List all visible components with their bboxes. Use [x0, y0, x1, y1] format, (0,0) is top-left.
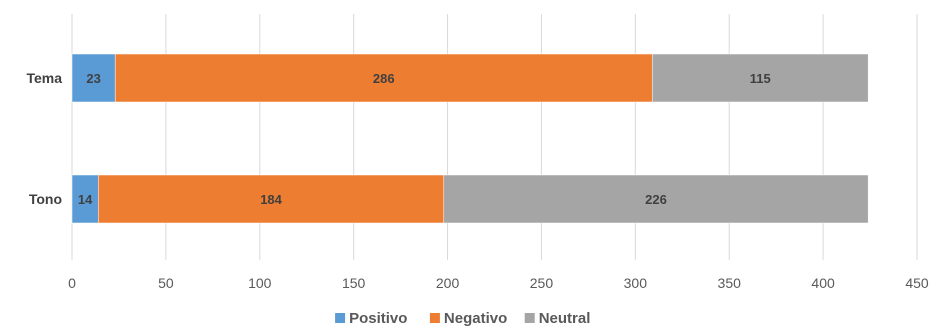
data-label: 115: [750, 71, 771, 86]
legend-label-negativo: Negativo: [444, 310, 507, 327]
y-category-label: Tono: [29, 191, 62, 207]
legend-label-positivo: Positivo: [349, 310, 407, 327]
x-tick-label: 150: [342, 275, 366, 291]
legend-swatch-neutral: [524, 313, 535, 323]
bar-negativo-tono: [98, 174, 445, 224]
data-label: 23: [86, 71, 100, 86]
bar-neutral-tono: [443, 174, 869, 224]
bar-positivo-tono: [71, 174, 99, 224]
axes: 0 50 100 150 200 250 300 350 400 450 Tema Tono: [26, 70, 928, 291]
x-tick-label: 200: [436, 275, 460, 291]
data-label: 14: [78, 192, 93, 207]
x-tick-label: 400: [811, 275, 835, 291]
legend-label-neutral: Neutral: [539, 310, 591, 327]
y-category-label: Tema: [26, 70, 62, 86]
x-tick-label: 300: [624, 275, 648, 291]
x-tick-label: 100: [248, 275, 272, 291]
bar-negativo-tema: [114, 53, 653, 103]
bar-neutral-tema: [651, 53, 869, 103]
x-tick-label: 450: [905, 275, 929, 291]
x-tick-label: 50: [158, 275, 174, 291]
data-labels: 23 286 115 14 184 226: [78, 71, 771, 207]
legend: Positivo Negativo Neutral: [335, 310, 590, 327]
data-label: 286: [373, 71, 395, 86]
x-tick-label: 0: [68, 275, 76, 291]
legend-swatch-negativo: [429, 313, 440, 323]
x-tick-label: 250: [530, 275, 554, 291]
x-tick-label: 350: [718, 275, 742, 291]
data-label: 184: [260, 192, 282, 207]
data-label: 226: [645, 192, 667, 207]
legend-swatch-positivo: [335, 313, 346, 323]
bars: [71, 53, 869, 224]
